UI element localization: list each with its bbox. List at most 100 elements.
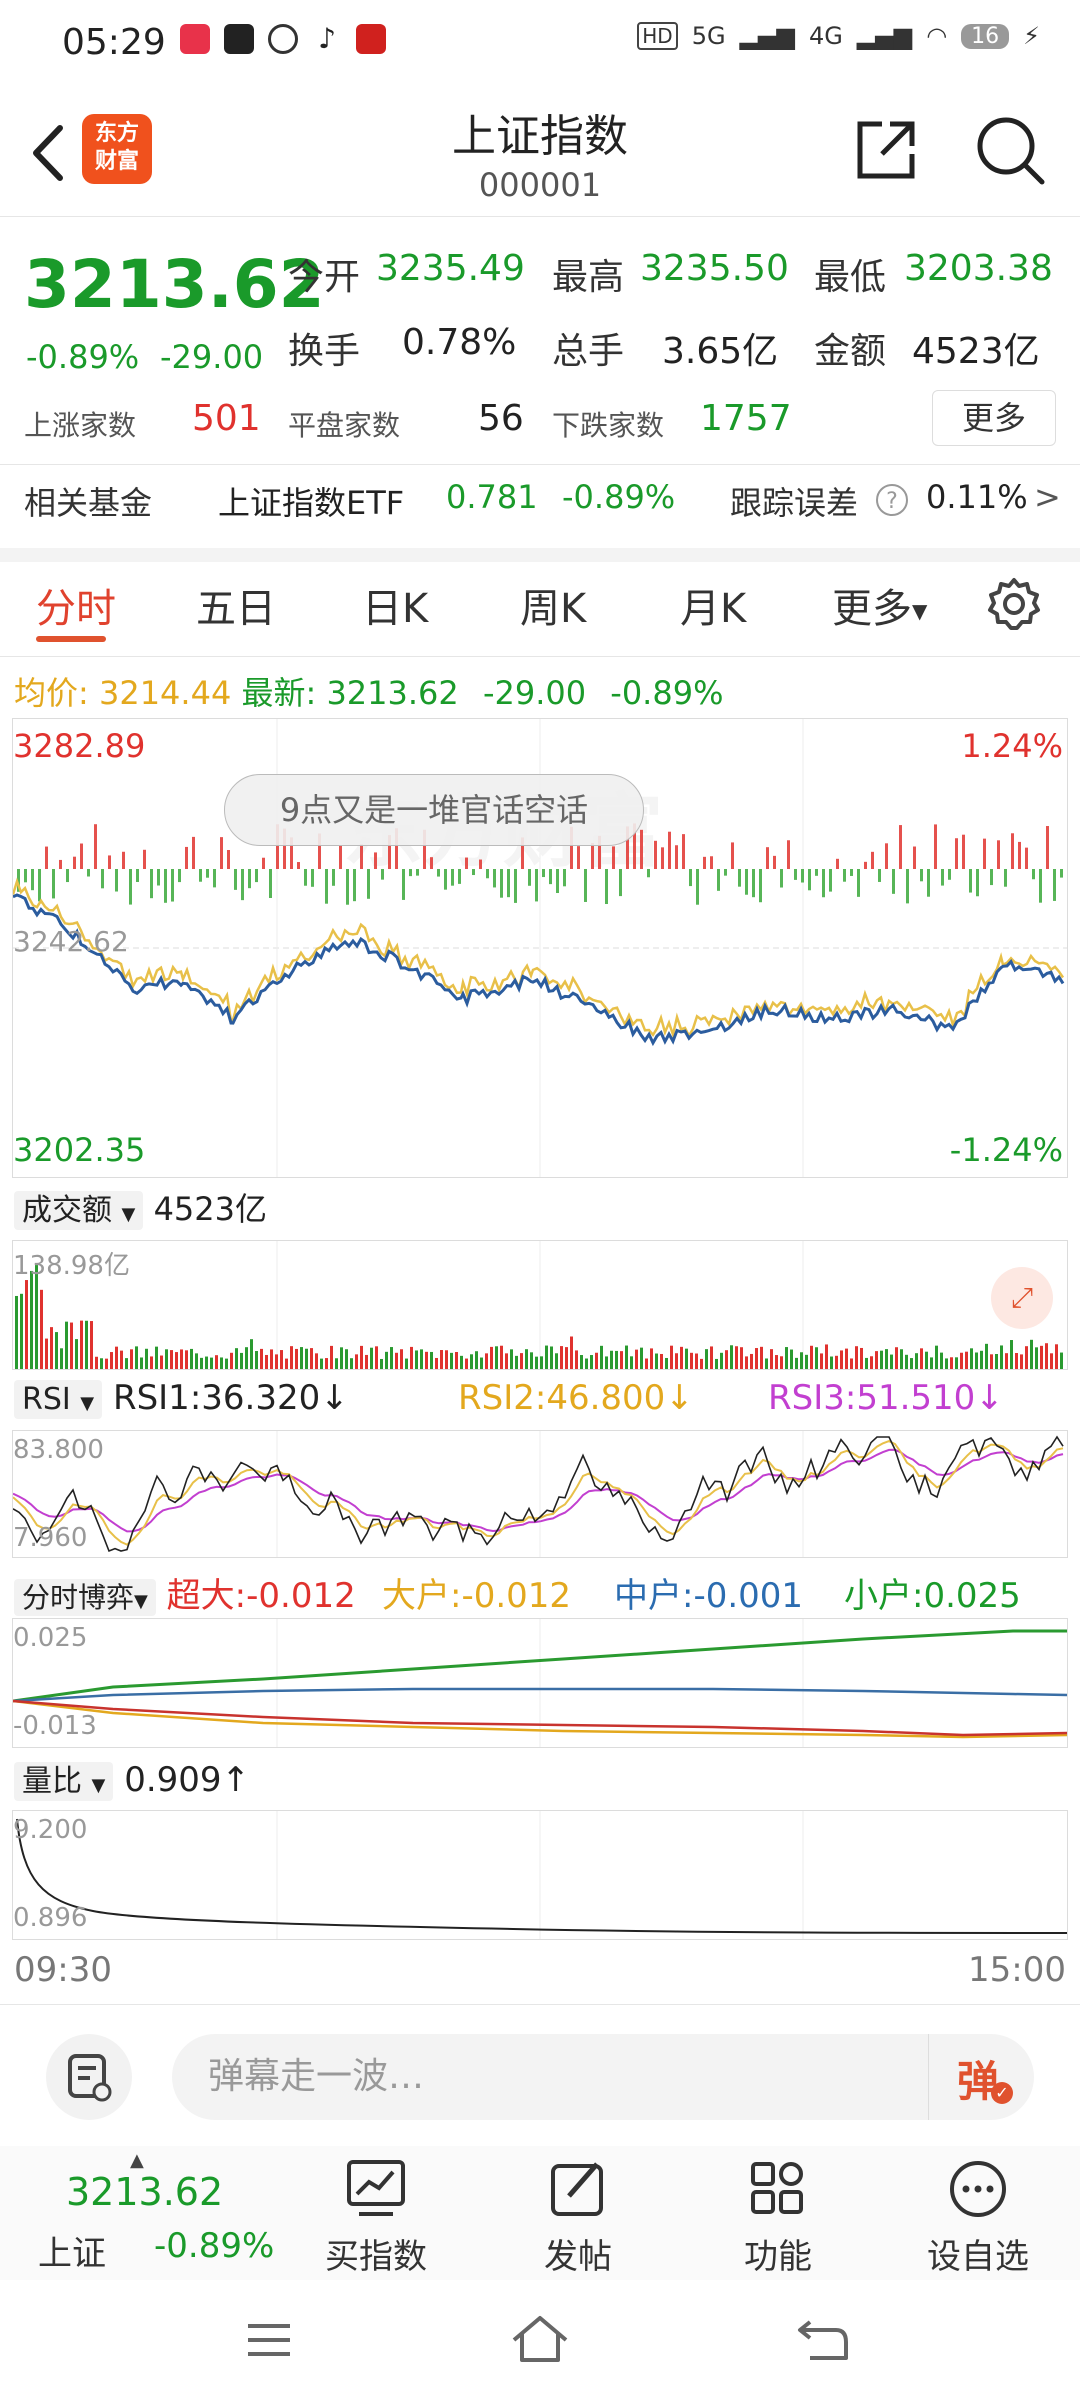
- volume-bar: [940, 1352, 943, 1369]
- flow-selector[interactable]: 分时博弈▼: [14, 1579, 156, 1616]
- flow-bar: [1039, 869, 1042, 903]
- volume-bar: [525, 1349, 528, 1369]
- tab-functions[interactable]: 功能: [720, 2146, 836, 2278]
- tracking-error-label: 跟踪误差: [730, 484, 859, 522]
- flow-bar: [871, 851, 874, 869]
- volume-bar: [850, 1358, 853, 1369]
- ratio-value: 0.909↑: [124, 1760, 251, 1800]
- tabbar-index-name[interactable]: 上证: [38, 2234, 106, 2274]
- flow-chart[interactable]: 0.025 -0.013: [12, 1618, 1068, 1748]
- rsi-selector-label: RSI: [22, 1382, 71, 1417]
- flow-bar: [297, 862, 300, 869]
- volume-bar: [875, 1351, 878, 1369]
- flow-bar: [87, 869, 90, 877]
- tab-intraday[interactable]: 分时: [36, 586, 116, 632]
- flow-bar: [220, 837, 223, 869]
- home-icon[interactable]: [508, 2312, 572, 2366]
- fund-name[interactable]: 上证指数ETF: [218, 484, 405, 522]
- more-quote-button[interactable]: 更多: [932, 390, 1056, 446]
- tab-month-k[interactable]: 月K: [680, 586, 747, 632]
- last-change: -29.00: [482, 674, 587, 712]
- menu-icon[interactable]: [244, 2318, 294, 2362]
- volume-bar: [770, 1349, 773, 1369]
- volume-bar: [375, 1346, 378, 1369]
- volume-bar: [900, 1349, 903, 1369]
- tab-more[interactable]: 更多▼: [832, 576, 927, 634]
- volume-bar: [205, 1356, 208, 1369]
- ratio-chart[interactable]: 9.200 0.896: [12, 1810, 1068, 1940]
- tab-day-k[interactable]: 日K: [362, 586, 429, 632]
- volume-bar: [655, 1353, 658, 1369]
- ratio-chart-svg: [16, 1811, 1067, 1939]
- volume-bar: [625, 1345, 628, 1369]
- tabbar-index-pct[interactable]: -0.89%: [154, 2226, 275, 2266]
- tab-add-watchlist[interactable]: 设自选: [920, 2146, 1036, 2278]
- search-icon[interactable]: [974, 114, 1046, 186]
- tab-week-k[interactable]: 周K: [520, 586, 587, 632]
- flow-bar: [787, 840, 790, 869]
- flow-bar: [563, 869, 566, 887]
- volume-bar: [950, 1357, 953, 1369]
- stock-code: 000001: [478, 166, 602, 204]
- app-icon: [356, 24, 386, 54]
- rsi-selector[interactable]: RSI ▼: [14, 1380, 103, 1419]
- flow-super-line: [13, 1699, 1067, 1737]
- flow-bar: [654, 840, 657, 869]
- volume-bar: [550, 1346, 553, 1369]
- volume-bar: [175, 1352, 178, 1369]
- volume-bar: [235, 1348, 238, 1369]
- flow-bar: [374, 852, 377, 869]
- flow-bar: [136, 869, 139, 882]
- flow-bars: [17, 823, 1063, 905]
- flow-bar: [738, 869, 741, 887]
- volume-chart[interactable]: 138.98亿 ⤢: [12, 1240, 1068, 1370]
- flow-bar: [752, 869, 755, 898]
- tabbar-index-price[interactable]: 3213.62: [66, 2170, 224, 2214]
- volume-bar: [825, 1344, 828, 1369]
- volume-bar: [755, 1348, 758, 1369]
- tab-post[interactable]: 发帖: [520, 2146, 636, 2278]
- volume-bar: [420, 1349, 423, 1369]
- tab-buy-index[interactable]: 买指数: [318, 2146, 434, 2278]
- volume-bar: [295, 1348, 298, 1369]
- flow-bar: [479, 859, 482, 869]
- flow-bar: [101, 869, 104, 889]
- ratio-selector[interactable]: 量比 ▼: [14, 1762, 114, 1801]
- gear-icon[interactable]: [986, 576, 1042, 632]
- flow-bar: [829, 869, 832, 892]
- back-nav-icon[interactable]: [796, 2316, 850, 2364]
- volume-label: 总手: [552, 331, 625, 372]
- tab-five-day[interactable]: 五日: [196, 586, 276, 632]
- volume-bar: [695, 1353, 698, 1369]
- expand-icon[interactable]: ⤢: [991, 1267, 1053, 1329]
- volume-bar: [615, 1350, 618, 1369]
- volume-bar: [330, 1345, 333, 1369]
- volume-bar: [555, 1353, 558, 1369]
- flow-bar: [59, 859, 62, 869]
- flow-bar: [535, 869, 538, 902]
- flow-bar: [423, 829, 426, 869]
- rsi-min: 7.960: [13, 1523, 88, 1553]
- rsi2-value: RSI2:46.800↓: [458, 1378, 694, 1418]
- danmu-input[interactable]: 弹幕走一波…: [172, 2034, 1034, 2120]
- flow-bar: [346, 869, 349, 905]
- volume-bar: [1030, 1339, 1033, 1369]
- volume-bar: [220, 1357, 223, 1369]
- help-icon[interactable]: ?: [876, 484, 908, 516]
- back-icon[interactable]: [24, 118, 74, 188]
- share-icon[interactable]: [852, 116, 920, 184]
- chevron-right-icon[interactable]: >: [1034, 478, 1061, 516]
- volume-bar: [45, 1338, 48, 1369]
- rsi-chart[interactable]: 83.800 7.960: [12, 1430, 1068, 1558]
- change-pct: -0.89%: [26, 338, 140, 376]
- flow-bar: [304, 869, 307, 886]
- flow-bar: [108, 855, 111, 869]
- down-count-value: 1757: [700, 398, 792, 439]
- volume-bar: [845, 1348, 848, 1369]
- danmu-toggle-button[interactable]: 弹 ✓: [928, 2034, 1035, 2120]
- flow-bar: [80, 843, 83, 869]
- tracking-error-value: 0.11%: [926, 478, 1028, 516]
- app-logo[interactable]: 东方 财富: [82, 114, 152, 184]
- danmu-settings-icon[interactable]: [46, 2034, 132, 2120]
- volume-selector[interactable]: 成交额 ▼: [14, 1191, 144, 1230]
